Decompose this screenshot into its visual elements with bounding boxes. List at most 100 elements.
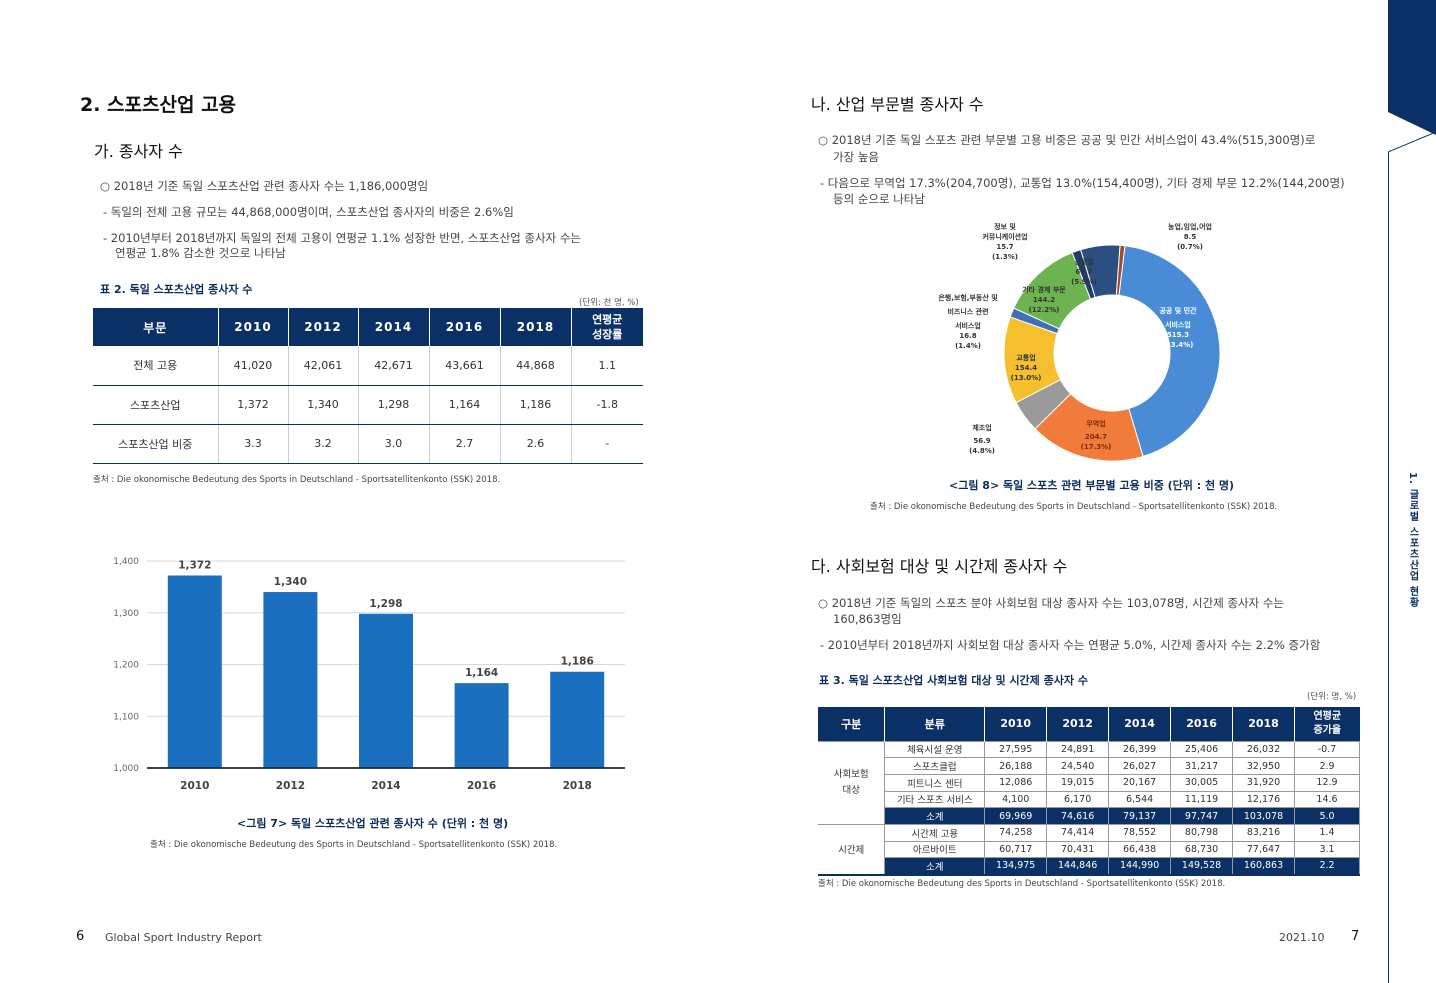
pie-label-text: 커뮤니케이션업: [982, 233, 1028, 241]
pie-label-value: 16.8: [959, 332, 977, 340]
table-cell: 74,414: [1046, 823, 1110, 842]
table-cell: 134,975: [984, 857, 1048, 876]
bar-value-label: 1,372: [178, 559, 211, 571]
b-bullet-line-1: ○ 2018년 기준 독일 스포츠 관련 부문별 고용 비중은 공공 및 민간 …: [818, 133, 1316, 147]
c-bullet-line-2: 160,863명임: [833, 612, 902, 626]
table-2-source: 출처 : Die okonomische Bedeutung des Sport…: [93, 475, 501, 485]
table-cell: 31,920: [1232, 773, 1295, 792]
table-cell: 스포츠산업: [93, 385, 218, 425]
table-cell: 149,528: [1170, 857, 1234, 876]
table-cell: 27,595: [984, 740, 1048, 759]
x-tick-label: 2016: [467, 780, 496, 792]
table-2: 부문 2010 2012 2014 2016 2018 연평균 성장률 전체 고…: [93, 308, 643, 464]
table-cell: 12.9: [1293, 773, 1361, 792]
table-cell: 26,399: [1108, 740, 1172, 759]
table-2-header: 2018: [499, 308, 571, 346]
sub-title-by-sector: 나. 산업 부문별 종사자 수: [811, 95, 984, 114]
table-cell: 26,032: [1232, 740, 1295, 759]
pie-label-pct: (43.4%): [1162, 341, 1194, 349]
table-3-unit: (단위: 명, %): [1307, 692, 1357, 702]
table-cell: 60,717: [984, 840, 1048, 859]
table-row: 스포츠산업 1,372 1,340 1,298 1,164 1,186 -1.8: [93, 385, 643, 425]
bar-value-label: 1,186: [561, 656, 594, 668]
table-cell: 83,216: [1232, 823, 1295, 842]
right-footer-date: 2021.10: [1279, 931, 1325, 944]
table-3-header: 2018: [1232, 707, 1295, 741]
table-cell: 3.2: [287, 424, 358, 464]
table-cell: 1,186: [499, 385, 571, 425]
pie-label-value: 144.2: [1032, 296, 1056, 304]
growth-label-2: 증가율: [1313, 724, 1342, 736]
x-tick-label: 2012: [276, 780, 305, 792]
b-bullet-line-2: 가장 높음: [833, 150, 879, 164]
figure-8-source: 출처 : Die okonomische Bedeutung des Sport…: [870, 502, 1278, 512]
pie-label-text: 무역업: [1086, 420, 1106, 428]
pie-label-pct: (1.4%): [955, 342, 981, 350]
table-2-header: 부문: [93, 308, 218, 346]
table-cell: 12,086: [984, 773, 1048, 792]
pie-label-value: 15.7: [996, 243, 1014, 251]
table-cell: 103,078: [1232, 807, 1295, 825]
table-cell: 5.0: [1293, 807, 1361, 825]
table-3-header: 2010: [984, 707, 1047, 741]
section-title: 2. 스포츠산업 고용: [80, 94, 237, 116]
pie-label-trade: 무역업 204.7 (17.3%): [1076, 419, 1116, 452]
left-page-number: 6: [76, 929, 85, 944]
pie-label-pct: (17.3%): [1080, 443, 1112, 451]
right-page-number: 7: [1351, 929, 1360, 944]
pie-label-info: 정보 및 커뮤니케이션업 15.7 (1.3%): [965, 222, 1045, 262]
pie-label-public: 공공 및 민간 서비스업 515.3 (43.4%): [1145, 306, 1211, 350]
table-3-header-growth: 연평균 증가율: [1293, 707, 1360, 741]
table-3-header: 2014: [1108, 707, 1171, 741]
table-cell: 2.9: [1293, 757, 1361, 775]
table-2-header-growth: 연평균 성장률: [570, 308, 643, 346]
table-cell: 144,990: [1108, 857, 1172, 876]
table-cell: 25,406: [1170, 740, 1234, 759]
table-cell: 12,176: [1232, 790, 1295, 809]
x-tick-label: 2014: [371, 780, 400, 792]
table-row: 시간제 시간제 고용 74,258 74,414 78,552 80,798 8…: [818, 823, 1361, 876]
b-sub-line-2: 등의 순으로 나타남: [833, 192, 925, 206]
table-cell: 69,969: [984, 807, 1048, 825]
table-row: 스포츠산업 비중 3.3 3.2 3.0 2.7 2.6 -: [93, 424, 643, 464]
table-row-subtotal: 소계 134,975 144,846 144,990 149,528 160,8…: [818, 857, 1361, 876]
table-cell: 31,217: [1170, 757, 1234, 775]
table-3-header: 분류: [884, 707, 985, 741]
donut-slice: [1115, 244, 1126, 296]
side-decoration: [1388, 0, 1436, 983]
table-cell: 소계: [884, 807, 986, 825]
table-cell: 1.4: [1293, 823, 1361, 842]
table-row: 스포츠클럽 26,188 24,540 26,027 31,217 32,950…: [818, 757, 1361, 775]
bar-value-label: 1,340: [274, 576, 307, 588]
pie-label-value: 8.5: [1183, 233, 1197, 241]
bar-value-label: 1,164: [465, 667, 498, 679]
table-cell: 79,137: [1108, 807, 1172, 825]
table-cell: 3.0: [357, 424, 429, 464]
pie-label-text: 정보 및: [994, 223, 1016, 231]
table-cell: 19,015: [1046, 773, 1110, 792]
table-3-header-row: 구분 분류 2010 2012 2014 2016 2018 연평균 증가율: [818, 707, 1360, 741]
table-cell: 97,747: [1170, 807, 1234, 825]
table-cell: 24,891: [1046, 740, 1110, 759]
table-cell: 41,020: [217, 346, 288, 386]
donut-chart-figure-8: [1003, 244, 1221, 462]
table-cell: 32,950: [1232, 757, 1295, 775]
bar-2014: [359, 613, 413, 768]
table-cell: 소계: [884, 857, 986, 876]
pie-label-text: 은행,보험,부동산 및: [938, 294, 998, 302]
table-row: 사회보험 대상 체육시설 운영 27,595 24,891 26,399 25,…: [818, 740, 1361, 825]
table-2-header: 2016: [428, 308, 500, 346]
figure-7-source: 출처 : Die okonomische Bedeutung des Sport…: [150, 840, 558, 850]
sub-title-social-insurance: 다. 사회보험 대상 및 시간제 종사자 수: [811, 557, 1068, 576]
table-cell: 74,258: [984, 823, 1048, 842]
table-cell: 스포츠클럽: [884, 757, 986, 775]
bar-value-label: 1,298: [369, 598, 402, 610]
group-label: 사회보험: [833, 768, 869, 780]
bar-chart-figure-7: 1,000 1,100 1,200 1,300 1,400 1,372 2010 1,340 2…: [113, 557, 625, 792]
pie-label-agriculture: 농업,임업,어업 8.5 (0.7%): [1150, 222, 1230, 252]
table-cell: 전체 고용: [93, 346, 218, 386]
pie-label-manufacturing: 제조업 56.9 (4.8%): [962, 423, 1002, 456]
table-cell: 144,846: [1046, 857, 1110, 876]
table-cell: 6,170: [1046, 790, 1110, 809]
table-3-header: 구분: [818, 707, 885, 741]
